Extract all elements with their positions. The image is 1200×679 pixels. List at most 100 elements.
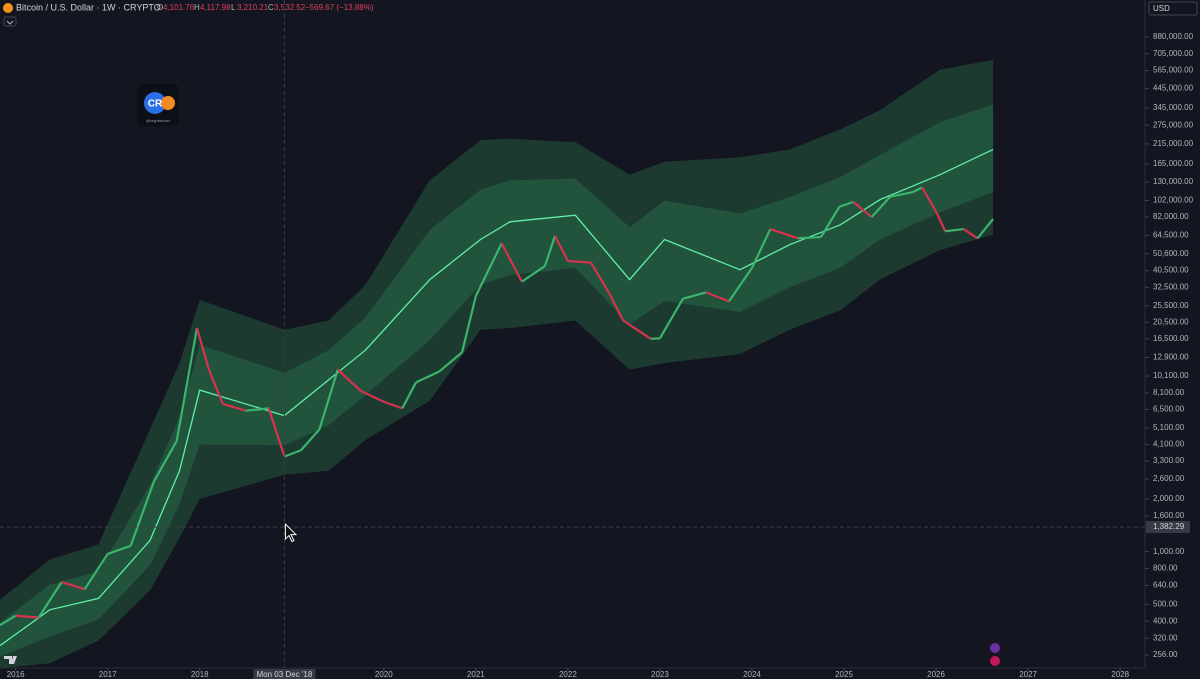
y-tick-label: 165,000.00 [1153, 159, 1194, 168]
crosshair-x-box [253, 669, 316, 679]
price-segment [963, 228, 979, 240]
x-tick-label: 2021 [467, 670, 485, 679]
ohlc-key: C [268, 3, 274, 12]
price-segment [415, 370, 440, 384]
y-tick-label: 6,500.00 [1153, 405, 1185, 414]
logo-text: CR [148, 99, 163, 110]
y-tick-label: 12,900.00 [1153, 353, 1189, 362]
x-tick-label: 2026 [927, 670, 945, 679]
x-tick-label: 2024 [743, 670, 761, 679]
y-tick-label: 8,100.00 [1153, 388, 1185, 397]
ohlc: O 4,101.76 H 4,117.98 L 3,210.21 C 3,532.52 −569… [157, 3, 374, 12]
price-segment [921, 186, 938, 213]
price-segment [300, 428, 321, 452]
crosshair-y-label: 1,382.29 [1153, 522, 1185, 531]
price-segment [608, 292, 625, 321]
crosshair-x-label: Mon 03 Dec '18 [257, 670, 313, 679]
price-segment [589, 262, 611, 294]
y-tick-label: 10,100.00 [1153, 371, 1189, 380]
y-tick-label: 40,500.00 [1153, 266, 1189, 275]
collapse-icon [6, 20, 14, 25]
x-tick-label: 2020 [375, 670, 393, 679]
y-tick-label: 500.00 [1153, 599, 1178, 608]
ohlc-value: 3,532.52 [274, 3, 306, 12]
event-icon[interactable] [990, 643, 1000, 653]
ohlc-value: 3,210.21 [237, 3, 269, 12]
logo-circle [161, 96, 175, 110]
y-tick-label: 800.00 [1153, 564, 1178, 573]
price-segment [567, 259, 591, 264]
price-segment [870, 196, 891, 218]
price-segment [195, 327, 210, 370]
tv-logo[interactable] [4, 656, 17, 664]
ohlc-value: 4,117.98 [200, 3, 231, 12]
price-segment [207, 369, 224, 405]
price-segment [554, 235, 569, 262]
price-segment [175, 327, 199, 442]
price-segment [438, 351, 463, 373]
price-segment [245, 407, 269, 412]
event-icon[interactable] [990, 656, 1000, 666]
y-tick-label: 2,600.00 [1153, 474, 1185, 483]
y-tick-label: 25,500.00 [1153, 301, 1189, 310]
price-segment [383, 400, 403, 410]
x-tick-label: 2023 [651, 670, 669, 679]
price-segment [728, 267, 753, 303]
symbol-title[interactable]: Bitcoin / U.S. Dollar · 1W · CRYPTO [16, 2, 161, 12]
price-segment [360, 389, 385, 403]
y-tick-label: 275,000.00 [1153, 120, 1194, 129]
overlay: Bitcoin / U.S. Dollar · 1W · CRYPTO O 4,1… [3, 1, 1198, 666]
ohlc-key: O [157, 3, 163, 12]
price-segment [222, 402, 247, 412]
y-tick-label: 5,100.00 [1153, 423, 1185, 432]
y-tick-label: 4,100.00 [1153, 440, 1185, 449]
y-tick-label: 32,500.00 [1153, 282, 1189, 291]
ohlc-key: H [194, 3, 200, 12]
price-segment [935, 211, 947, 232]
x-tick-label: 2022 [559, 670, 577, 679]
y-tick-label: 445,000.00 [1153, 84, 1194, 93]
y-tick-label: 102,000.00 [1153, 196, 1194, 205]
band-area [0, 104, 994, 657]
x-tick-label: 2028 [1111, 670, 1129, 679]
x-tick-label: 2018 [191, 670, 209, 679]
y-tick-label: 2,000.00 [1153, 494, 1185, 503]
y-tick-label: 400.00 [1153, 616, 1178, 625]
watermark: @cryptorover [146, 118, 171, 123]
ohlc-change: −569.67 (−13.88%) [305, 3, 374, 12]
y-tick-label: 1,000.00 [1153, 547, 1185, 556]
y-tick-label: 1,600.00 [1153, 511, 1185, 520]
logo-circle [144, 92, 166, 114]
price-segment [682, 291, 707, 300]
price-segment [107, 544, 132, 555]
y-tick-label: 565,000.00 [1153, 66, 1194, 75]
price-segment [152, 440, 178, 483]
collapse-button[interactable] [3, 16, 17, 27]
y-tick-label: 705,000.00 [1153, 49, 1194, 58]
cursor [284, 522, 298, 543]
y-tick-label: 256.00 [1153, 650, 1178, 659]
y-tick-label: 130,000.00 [1153, 177, 1194, 186]
price-segment [61, 580, 86, 591]
plot-area [0, 59, 994, 669]
price-segment [912, 186, 923, 194]
y-tick-label: 880,000.00 [1153, 32, 1194, 41]
price-segment [976, 218, 994, 239]
x-tick-label: 2025 [835, 670, 853, 679]
y-tick-label: 50,600.00 [1153, 249, 1189, 258]
price-segment [658, 298, 684, 339]
currency-label: USD [1153, 4, 1170, 13]
currency-button[interactable] [1148, 1, 1198, 16]
price-segment [83, 553, 109, 590]
x-tick-label: 2017 [99, 670, 117, 679]
price-segment [460, 295, 477, 353]
price-segment [750, 228, 772, 269]
x-tick-label: 2016 [7, 670, 25, 679]
price-segment [500, 242, 523, 283]
y-tick-label: 215,000.00 [1153, 139, 1194, 148]
price-segment [284, 449, 302, 458]
price-segment [839, 200, 854, 208]
y-tick-label: 3,300.00 [1153, 456, 1185, 465]
y-tick-label: 640.00 [1153, 581, 1178, 590]
